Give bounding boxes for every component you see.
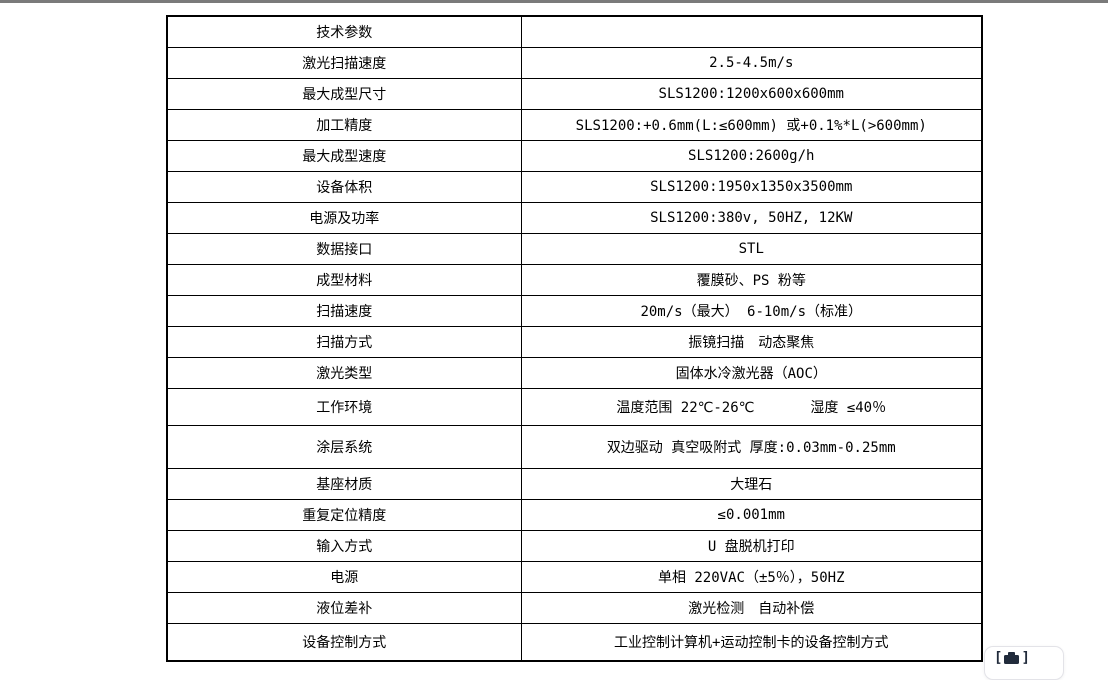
capture-icon: [ ] xyxy=(994,650,1030,666)
spec-label: 扫描速度 xyxy=(166,294,522,327)
capture-icon-bracket-left: [ xyxy=(994,650,1003,666)
table-row: 基座材质 大理石 xyxy=(166,467,983,500)
spec-value xyxy=(520,15,983,48)
spec-value: 振镜扫描 动态聚焦 xyxy=(520,325,983,358)
spec-value: 20m/s（最大） 6-10m/s（标准） xyxy=(520,294,983,327)
capture-button[interactable]: [ ] xyxy=(984,646,1064,680)
spec-value: SLS1200:1950x1350x3500mm xyxy=(520,170,983,203)
spec-value: STL xyxy=(520,232,983,265)
spec-label: 输入方式 xyxy=(166,529,522,562)
spec-value: ≤0.001mm xyxy=(520,498,983,531)
spec-value: 覆膜砂、PS 粉等 xyxy=(520,263,983,296)
spec-label: 激光扫描速度 xyxy=(166,46,522,79)
spec-label: 设备控制方式 xyxy=(166,622,522,662)
table-row: 扫描方式 振镜扫描 动态聚焦 xyxy=(166,325,983,358)
table-row: 重复定位精度 ≤0.001mm xyxy=(166,498,983,531)
table-row: 激光扫描速度 2.5-4.5m/s xyxy=(166,46,983,79)
spec-label: 液位差补 xyxy=(166,591,522,624)
spec-value: SLS1200:1200x600x600mm xyxy=(520,77,983,110)
table-row: 激光类型 固体水冷激光器（AOC） xyxy=(166,356,983,389)
table-row: 输入方式 U 盘脱机打印 xyxy=(166,529,983,562)
table-row: 技术参数 xyxy=(166,15,983,48)
window-top-edge xyxy=(0,0,1108,3)
spec-label: 最大成型速度 xyxy=(166,139,522,172)
spec-label: 重复定位精度 xyxy=(166,498,522,531)
spec-label: 数据接口 xyxy=(166,232,522,265)
table-row: 最大成型速度 SLS1200:2600g/h xyxy=(166,139,983,172)
table-row: 电源及功率 SLS1200:380v, 50HZ, 12KW xyxy=(166,201,983,234)
spec-label: 工作环境 xyxy=(166,387,522,426)
spec-value: 双边驱动 真空吸附式 厚度:0.03mm-0.25mm xyxy=(520,424,983,469)
spec-label: 设备体积 xyxy=(166,170,522,203)
spec-value: 温度范围 22℃-26℃ 湿度 ≤40％ xyxy=(520,387,983,426)
table-row: 液位差补 激光检测 自动补偿 xyxy=(166,591,983,624)
spec-label: 电源 xyxy=(166,560,522,593)
spec-value: SLS1200:2600g/h xyxy=(520,139,983,172)
camera-glyph xyxy=(1004,652,1020,664)
table-row: 工作环境 温度范围 22℃-26℃ 湿度 ≤40％ xyxy=(166,387,983,426)
spec-label: 扫描方式 xyxy=(166,325,522,358)
spec-value: 固体水冷激光器（AOC） xyxy=(520,356,983,389)
spec-label: 加工精度 xyxy=(166,108,522,141)
table-row: 成型材料 覆膜砂、PS 粉等 xyxy=(166,263,983,296)
spec-label: 电源及功率 xyxy=(166,201,522,234)
spec-value: 2.5-4.5m/s xyxy=(520,46,983,79)
spec-value: SLS1200:+0.6mm(L:≤600mm) 或+0.1%*L(>600mm… xyxy=(520,108,983,141)
spec-label: 技术参数 xyxy=(166,15,522,48)
spec-label: 成型材料 xyxy=(166,263,522,296)
spec-value: SLS1200:380v, 50HZ, 12KW xyxy=(520,201,983,234)
spec-value: U 盘脱机打印 xyxy=(520,529,983,562)
table-row: 电源 单相 220VAC（±5％），50HZ xyxy=(166,560,983,593)
table-row: 设备体积 SLS1200:1950x1350x3500mm xyxy=(166,170,983,203)
spec-value: 激光检测 自动补偿 xyxy=(520,591,983,624)
table-row: 涂层系统 双边驱动 真空吸附式 厚度:0.03mm-0.25mm xyxy=(166,424,983,469)
spec-label: 涂层系统 xyxy=(166,424,522,469)
spec-value: 大理石 xyxy=(520,467,983,500)
table-row: 数据接口 STL xyxy=(166,232,983,265)
table-row: 设备控制方式 工业控制计算机+运动控制卡的设备控制方式 xyxy=(166,622,983,662)
capture-icon-bracket-right: ] xyxy=(1021,650,1030,666)
table-row: 扫描速度 20m/s（最大） 6-10m/s（标准） xyxy=(166,294,983,327)
spec-value: 单相 220VAC（±5％），50HZ xyxy=(520,560,983,593)
spec-table: 技术参数 激光扫描速度 2.5-4.5m/s 最大成型尺寸 SLS1200:12… xyxy=(166,15,983,662)
spec-label: 激光类型 xyxy=(166,356,522,389)
spec-label: 基座材质 xyxy=(166,467,522,500)
table-row: 最大成型尺寸 SLS1200:1200x600x600mm xyxy=(166,77,983,110)
spec-label: 最大成型尺寸 xyxy=(166,77,522,110)
spec-value: 工业控制计算机+运动控制卡的设备控制方式 xyxy=(520,622,983,662)
table-row: 加工精度 SLS1200:+0.6mm(L:≤600mm) 或+0.1%*L(>… xyxy=(166,108,983,141)
